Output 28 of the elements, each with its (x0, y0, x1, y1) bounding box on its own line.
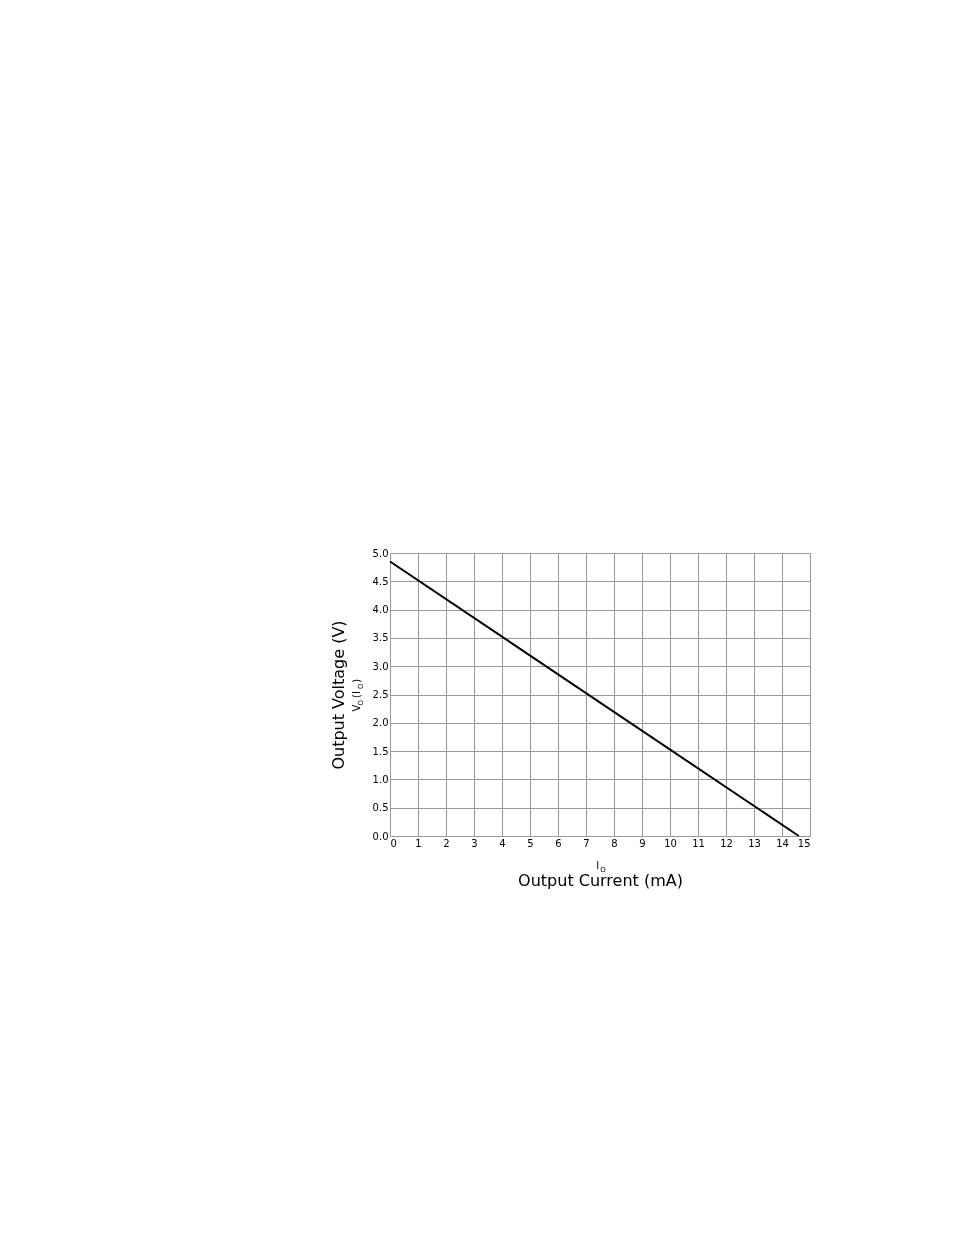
y-tick-label: 1.0 (372, 773, 389, 785)
y-tick-label: 4.5 (372, 575, 389, 587)
x-tick-label: 3 (471, 837, 478, 849)
x-tick-label: 15 (797, 837, 811, 849)
x-tick-label: 8 (611, 837, 618, 849)
y-tick-label: 1.5 (372, 745, 389, 757)
x-tick-label: 11 (692, 837, 705, 849)
x-tick-label: 4 (499, 837, 506, 849)
y-tick-label: 4.0 (372, 604, 389, 616)
x-tick-label: 5 (527, 837, 534, 849)
y-tick-label: 0.5 (372, 802, 389, 814)
x-tick-label: 0 (390, 837, 397, 849)
y-tick-label: 3.5 (372, 632, 389, 644)
x-tick-label: 12 (720, 837, 733, 849)
x-tick-label: 9 (639, 837, 646, 849)
x-tick-label: 13 (748, 837, 761, 849)
x-tick-label: 7 (583, 837, 590, 849)
x-tick-label: 6 (555, 837, 562, 849)
y-tick-label: 3.0 (372, 660, 389, 672)
x-tick-label: 10 (664, 837, 677, 849)
y-tick-label: 5.0 (372, 547, 389, 559)
x-tick-label: 14 (776, 837, 789, 849)
y-tick-label: 2.5 (372, 689, 389, 700)
y-axis-title: Output Voltage (V) (328, 620, 348, 770)
y-tick-label: 0.0 (372, 830, 389, 842)
x-tick-label: 1 (415, 837, 422, 849)
x-tick-label: 2 (443, 837, 450, 849)
y-tick-label: 2.0 (372, 717, 389, 729)
